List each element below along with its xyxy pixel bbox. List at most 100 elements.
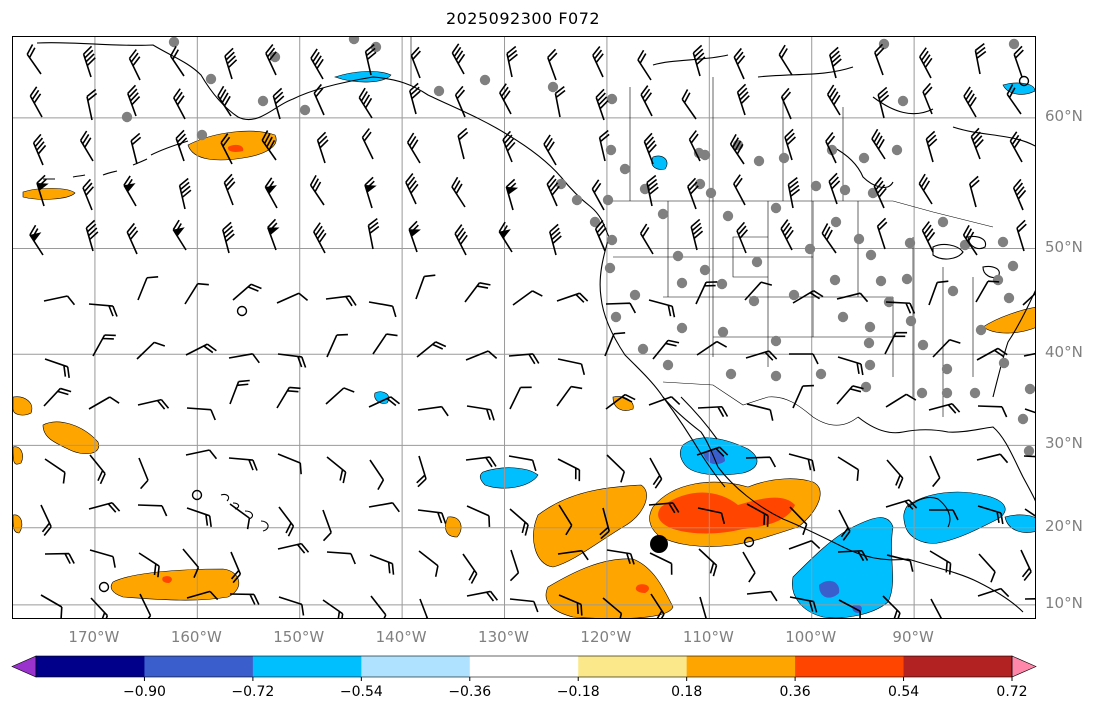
station-marker	[829, 274, 841, 286]
wind-barb	[697, 596, 708, 618]
wind-barb	[692, 44, 706, 77]
station-marker	[753, 155, 765, 167]
anomaly-region	[819, 580, 840, 598]
hawaii-islands	[220, 493, 269, 532]
wind-barb	[696, 446, 729, 457]
station-marker	[589, 216, 601, 228]
anomaly-region	[903, 491, 1006, 544]
wind-barb	[309, 174, 325, 206]
station-marker	[853, 233, 865, 245]
wind-barb	[409, 82, 421, 115]
station-marker	[904, 237, 916, 249]
strong-positive-anomaly-regions	[162, 144, 795, 593]
wind-barb	[688, 130, 701, 162]
longitude-label: 90°W	[892, 628, 934, 646]
strong-negative-anomaly-regions	[703, 449, 862, 613]
wind-barb	[509, 598, 539, 613]
wind-barb	[509, 549, 520, 582]
station-marker	[864, 359, 876, 371]
station-marker	[610, 311, 622, 323]
wind-barb	[595, 88, 609, 121]
station-marker	[897, 95, 909, 107]
station-layer	[121, 37, 1035, 457]
wind-barb	[649, 552, 673, 575]
wind-barb	[788, 453, 816, 472]
wind-barb	[873, 176, 887, 209]
map-panel[interactable]	[12, 36, 1036, 619]
calm-wind-marker	[191, 489, 203, 501]
mexico-coastline	[717, 466, 909, 561]
anomaly-region	[42, 421, 100, 455]
wind-barb	[876, 217, 888, 250]
wind-barb	[697, 507, 726, 525]
station-marker	[770, 202, 782, 214]
wind-barb	[229, 379, 250, 405]
wind-barb	[837, 549, 869, 562]
wind-barb	[792, 289, 824, 304]
station-marker	[839, 184, 851, 196]
wind-barb	[695, 281, 718, 305]
station-marker	[1024, 383, 1035, 395]
map-canvas	[13, 37, 1035, 618]
us-west-coastline	[599, 236, 719, 468]
station-marker	[629, 289, 641, 301]
anomaly-region	[13, 514, 23, 534]
yucatan-coastline	[907, 496, 951, 528]
wind-barb	[367, 217, 380, 250]
wind-barb	[138, 552, 160, 578]
wind-barb	[886, 554, 914, 572]
wind-barb	[126, 222, 139, 255]
wind-barb	[185, 449, 218, 460]
colorbar-tick-label: −0.36	[448, 684, 492, 700]
us-mexico-border	[662, 381, 859, 426]
station-marker	[257, 95, 269, 107]
wind-barb	[594, 219, 607, 252]
anomaly-region	[227, 144, 244, 152]
wind-barb	[918, 173, 933, 205]
station-marker	[676, 277, 688, 289]
wind-barb	[40, 594, 63, 618]
wind-barb	[184, 282, 209, 305]
wind-barb	[736, 221, 749, 254]
wind-barb	[172, 219, 187, 251]
wind-barb	[364, 176, 377, 209]
station-marker	[788, 289, 800, 301]
station-marker	[998, 357, 1010, 369]
wind-barb	[606, 454, 626, 483]
wind-barb	[415, 274, 436, 300]
latitude-label: 60°N	[1045, 106, 1083, 125]
latitude-label: 10°N	[1045, 593, 1083, 612]
station-marker	[722, 210, 734, 222]
wind-barb	[648, 299, 676, 318]
wind-barb	[838, 599, 861, 618]
wind-barb	[922, 82, 933, 115]
wind-barb	[92, 334, 116, 357]
wind-barb	[1024, 408, 1035, 429]
wind-barb	[605, 302, 637, 314]
canada-provinces	[629, 77, 844, 201]
anomaly-region	[982, 307, 1035, 334]
wind-barb	[278, 596, 305, 616]
colorbar-cell	[903, 656, 1013, 677]
wind-barb	[43, 387, 72, 407]
wind-barb	[418, 550, 439, 577]
station-marker	[1008, 38, 1020, 50]
colorbar-cell	[686, 656, 796, 677]
station-marker	[1017, 413, 1029, 425]
wind-barb	[264, 177, 278, 209]
colorbar-extend-low	[11, 655, 37, 678]
wind-barb	[451, 43, 466, 75]
wind-barb	[1006, 84, 1022, 115]
wind-barb	[788, 540, 821, 550]
wind-barb	[649, 457, 663, 489]
wind-barb	[509, 386, 532, 410]
station-marker	[619, 163, 631, 175]
anomaly-region	[533, 484, 647, 568]
station-marker	[662, 359, 674, 371]
anomaly-region	[374, 391, 390, 404]
wind-barb	[222, 221, 235, 254]
wind-barb	[977, 587, 1010, 598]
station-marker	[121, 111, 133, 123]
wind-barb	[454, 224, 468, 256]
wind-barb	[543, 134, 557, 166]
